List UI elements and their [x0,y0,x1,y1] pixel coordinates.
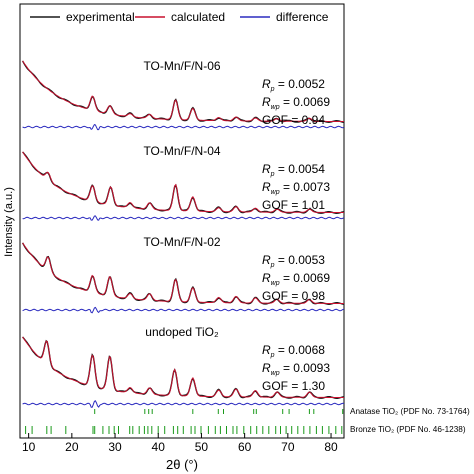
reference-1: Bronze TiO₂ (PDF No. 46-1238) [25,425,466,434]
legend-label-experimental: experimental [66,10,135,24]
legend-label-calculated: calculated [171,10,225,24]
sample-label: undoped TiO₂ [145,325,219,339]
rwp-value: Rwp = 0.0093 [262,361,330,377]
x-axis: 10 20 30 40 50 60 70 80 [22,433,338,454]
x-tick-label: 30 [108,440,122,454]
rp-value: Rp = 0.0052 [262,77,325,93]
reference-label: Bronze TiO₂ (PDF No. 46-1238) [350,425,466,434]
legend: experimental calculated difference [30,10,329,24]
x-tick-label: 50 [195,440,209,454]
panel-1: TO-Mn/F/N-04 Rp = 0.0054 Rwp = 0.0073 GOF =… [22,144,345,221]
x-tick-label: 20 [65,440,79,454]
legend-label-difference: difference [276,10,329,24]
difference-curve [22,400,345,408]
calculated-curve [22,151,344,213]
x-tick-label: 80 [324,440,338,454]
y-axis-label: Intensity (a.u.) [3,187,15,257]
sample-label: TO-Mn/F/N-02 [143,235,220,249]
difference-curve [22,215,345,221]
gof-value: GOF = 0.98 [262,289,325,303]
rwp-value: Rwp = 0.0069 [262,95,330,111]
reference-0: Anatase TiO₂ (PDF No. 73-1764) [94,407,470,416]
x-tick-label: 70 [281,440,295,454]
panel-3: undoped TiO₂ Rp = 0.0068 Rwp = 0.0093 GOF =… [22,325,345,408]
difference-curve [22,306,345,314]
reference-patterns: Anatase TiO₂ (PDF No. 73-1764) Bronze TiO… [25,407,470,434]
rp-value: Rp = 0.0068 [262,343,325,359]
rwp-value: Rwp = 0.0069 [262,271,330,287]
x-axis-label: 2θ (°) [166,457,198,472]
x-tick-label: 60 [238,440,252,454]
rp-value: Rp = 0.0053 [262,253,325,269]
x-tick-label: 10 [22,440,36,454]
calculated-curve [22,60,344,122]
difference-curve [22,124,345,131]
gof-value: GOF = 0.94 [262,113,325,127]
gof-value: GOF = 1.30 [262,379,325,393]
x-tick-label: 40 [152,440,166,454]
sample-label: TO-Mn/F/N-06 [143,59,220,73]
sample-label: TO-Mn/F/N-04 [143,144,220,158]
rp-value: Rp = 0.0054 [262,162,325,178]
plot-frame [19,3,345,439]
gof-value: GOF = 1.01 [262,198,325,212]
reference-label: Anatase TiO₂ (PDF No. 73-1764) [350,407,470,416]
pattern-panels: TO-Mn/F/N-06 Rp = 0.0052 Rwp = 0.0069 GOF =… [21,59,345,408]
panel-2: TO-Mn/F/N-02 Rp = 0.0053 Rwp = 0.0069 GOF =… [21,235,345,314]
panel-0: TO-Mn/F/N-06 Rp = 0.0052 Rwp = 0.0069 GOF =… [21,59,345,131]
calculated-curve [22,336,344,398]
rwp-value: Rwp = 0.0073 [262,180,330,196]
calculated-curve [22,242,344,304]
